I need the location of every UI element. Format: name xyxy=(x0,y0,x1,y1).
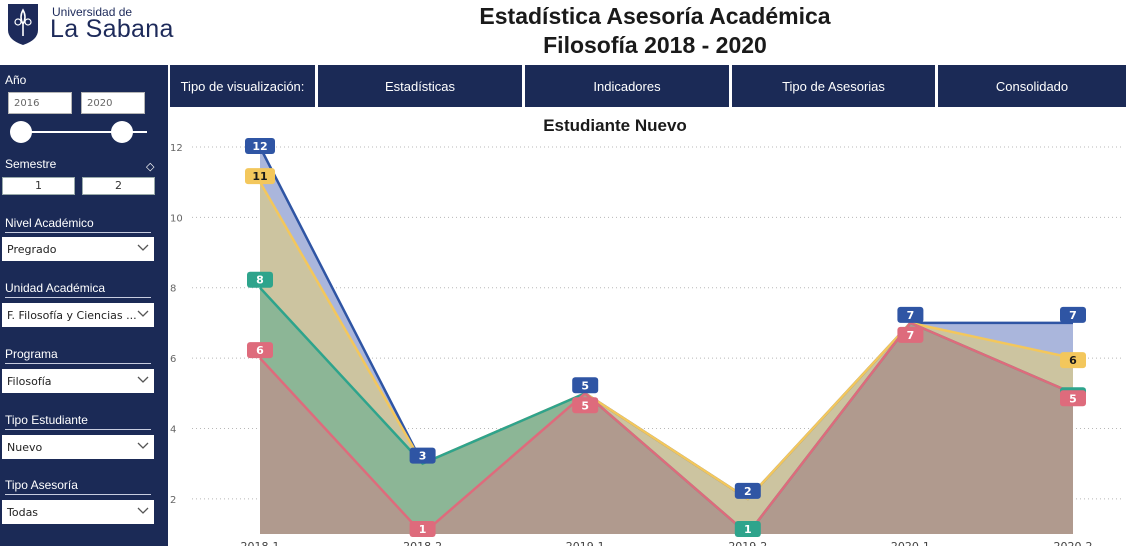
chevron-down-icon xyxy=(137,442,149,449)
data-label: 5 xyxy=(581,379,589,392)
data-label: 7 xyxy=(907,309,915,322)
data-label: 12 xyxy=(252,140,267,153)
x-tick-label: 2018-2 xyxy=(403,540,442,546)
tab-estadisticas[interactable]: Estadísticas xyxy=(318,65,522,107)
data-label-bg xyxy=(734,482,761,499)
semester-1-button[interactable]: 1 xyxy=(2,177,75,195)
chevron-down-icon xyxy=(137,376,149,383)
x-tick-label: 2018-1 xyxy=(241,540,280,546)
data-label-bg xyxy=(572,397,599,414)
data-label-bg xyxy=(247,342,273,359)
data-label: 1 xyxy=(419,523,427,536)
data-label-bg xyxy=(1060,352,1086,369)
chart-title: Estudiante Nuevo xyxy=(543,116,687,135)
shield-logo-icon xyxy=(8,4,38,45)
x-tick-label: 2019-1 xyxy=(566,540,605,546)
x-tick-label: 2020-2 xyxy=(1054,540,1093,546)
data-label: 3 xyxy=(419,450,427,463)
data-label: 5 xyxy=(1069,392,1077,405)
x-tick-label: 2020-1 xyxy=(891,540,930,546)
data-label: 2 xyxy=(744,485,752,498)
data-label-bg xyxy=(897,306,924,323)
page-title-line-1: Estadística Asesoría Académica xyxy=(479,3,831,29)
data-label: 6 xyxy=(256,344,264,357)
data-label-bg xyxy=(1060,306,1086,323)
tab-indicadores[interactable]: Indicadores xyxy=(525,65,729,107)
university-logo: Universidad de La Sabana xyxy=(6,2,176,46)
series-1-line xyxy=(258,181,1074,501)
year-from-input[interactable]: 2016 xyxy=(8,92,72,114)
page-title-line-2: Filosofía 2018 - 2020 xyxy=(543,32,767,58)
data-label: 1 xyxy=(744,523,752,536)
year-slider-track[interactable] xyxy=(14,131,147,133)
tipo-estudiante-value: Nuevo xyxy=(7,441,43,454)
y-tick-label: 12 xyxy=(170,143,183,154)
tab-consolidado[interactable]: Consolidado xyxy=(938,65,1126,107)
y-tick-label: 2 xyxy=(170,495,176,506)
visualization-type-label: Tipo de visualización: xyxy=(170,65,315,107)
grid-layer: 246810122018-12018-22019-12019-22020-120… xyxy=(170,143,1123,546)
tipo-asesoria-value: Todas xyxy=(7,506,39,519)
data-label: 7 xyxy=(1069,309,1077,322)
semester-2-button[interactable]: 2 xyxy=(82,177,155,195)
eraser-icon[interactable]: ◇ xyxy=(146,160,155,173)
data-label-bg xyxy=(245,138,275,154)
unidad-label: Unidad Académica xyxy=(5,281,151,298)
data-label-bg xyxy=(247,271,273,288)
data-label: 11 xyxy=(252,170,267,183)
unidad-value: F. Filosofía y Ciencias ... xyxy=(7,309,137,322)
line-layer xyxy=(258,146,1074,536)
tipo-asesoria-label: Tipo Asesoría xyxy=(5,478,151,495)
nivel-dropdown[interactable]: Pregrado xyxy=(2,237,154,261)
chevron-down-icon xyxy=(137,244,149,251)
chevron-down-icon xyxy=(137,507,149,514)
label-layer: 123527711681561575 xyxy=(245,138,1086,537)
logo-small-text: Universidad de xyxy=(52,5,133,19)
year-to-input[interactable]: 2020 xyxy=(81,92,145,114)
page-title: Estadística Asesoría Académica Filosofía… xyxy=(350,2,960,60)
data-label-bg xyxy=(897,326,924,343)
semester-label: Semestre xyxy=(5,157,57,171)
y-tick-label: 10 xyxy=(170,213,183,224)
data-label-bg xyxy=(1060,390,1086,407)
year-label: Año xyxy=(5,73,27,87)
data-label: 6 xyxy=(1069,354,1077,367)
programa-value: Filosofía xyxy=(7,375,52,388)
unidad-dropdown[interactable]: F. Filosofía y Ciencias ... xyxy=(2,303,154,327)
y-tick-label: 8 xyxy=(170,284,176,295)
data-label: 8 xyxy=(256,274,264,287)
nivel-label: Nivel Académico xyxy=(5,216,151,233)
data-label: 7 xyxy=(907,329,915,342)
nivel-value: Pregrado xyxy=(7,243,57,256)
data-label-bg xyxy=(409,447,436,464)
logo-big-text: La Sabana xyxy=(50,15,174,43)
tipo-estudiante-label: Tipo Estudiante xyxy=(5,413,151,430)
data-label-bg xyxy=(409,521,436,537)
data-label-bg xyxy=(245,168,275,185)
year-slider-end-handle[interactable] xyxy=(111,121,133,143)
tipo-asesoria-dropdown[interactable]: Todas xyxy=(2,500,154,524)
data-label-bg xyxy=(572,377,599,394)
series-3-area xyxy=(260,322,1073,534)
y-tick-label: 4 xyxy=(170,424,176,435)
series-3-line xyxy=(259,321,1074,536)
year-slider-start-handle[interactable] xyxy=(10,121,32,143)
filter-sidebar: Año 2016 2020 Semestre ◇ 1 2 Nivel Acadé… xyxy=(0,65,168,546)
area-chart: 246810122018-12018-22019-12019-22020-120… xyxy=(170,116,1123,546)
chevron-down-icon xyxy=(137,310,149,317)
x-tick-label: 2019-2 xyxy=(728,540,767,546)
tipo-estudiante-dropdown[interactable]: Nuevo xyxy=(2,435,154,459)
data-label-bg xyxy=(734,521,761,537)
programa-dropdown[interactable]: Filosofía xyxy=(2,369,154,393)
tab-tipo-asesorias[interactable]: Tipo de Asesorias xyxy=(732,65,935,107)
data-label: 5 xyxy=(581,399,589,412)
y-tick-label: 6 xyxy=(170,354,176,365)
programa-label: Programa xyxy=(5,347,151,364)
